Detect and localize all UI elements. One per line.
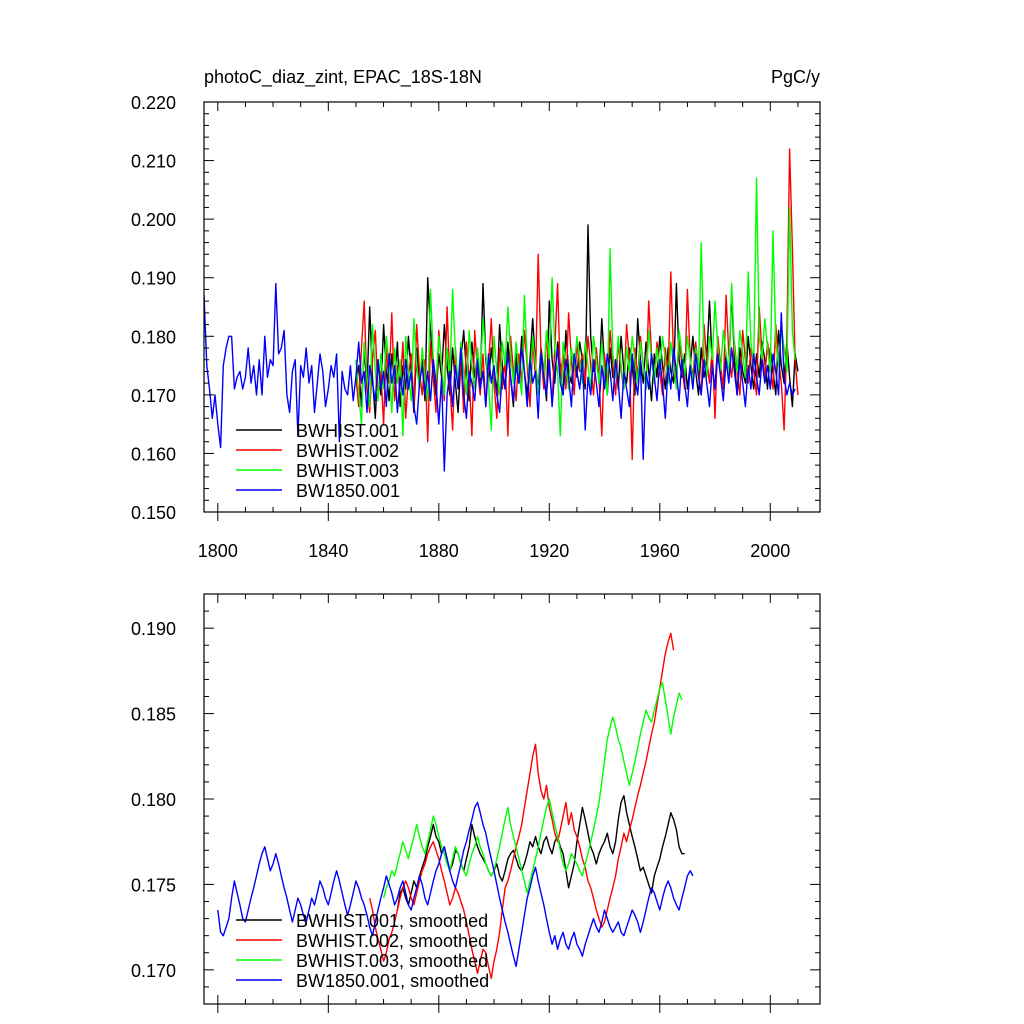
x-tick-label: 2000 bbox=[750, 541, 790, 561]
x-tick-label: 1920 bbox=[529, 541, 569, 561]
legend-label: BWHIST.002 bbox=[296, 441, 399, 461]
top-axis-ticks: 1800 1840 1880 1920 1960 2000 0.150 0.160 0.170 0… bbox=[131, 93, 820, 561]
series-line-bwhist-003 bbox=[382, 682, 683, 899]
y-tick-label: 0.175 bbox=[131, 875, 176, 895]
y-tick-label: 0.200 bbox=[131, 210, 176, 230]
series-line-bw1850-001 bbox=[217, 801, 694, 968]
bottom-series-group bbox=[217, 632, 694, 980]
legend-label: BWHIST.001 bbox=[296, 421, 399, 441]
bottom-panel: 0.170 0.175 0.180 0.185 0.190 BWHIST.001, sm… bbox=[131, 593, 821, 1013]
y-tick-label: 0.170 bbox=[131, 961, 176, 981]
top-plot-frame bbox=[203, 101, 821, 513]
legend-label: BWHIST.001, smoothed bbox=[296, 911, 488, 931]
x-tick-label: 1800 bbox=[198, 541, 238, 561]
x-tick-label: 1880 bbox=[419, 541, 459, 561]
top-series-group bbox=[204, 148, 799, 472]
legend-label: BWHIST.002, smoothed bbox=[296, 931, 488, 951]
y-tick-label: 0.160 bbox=[131, 444, 176, 464]
y-tick-label: 0.150 bbox=[131, 503, 176, 523]
y-tick-label: 0.180 bbox=[131, 327, 176, 347]
legend-label: BW1850.001, smoothed bbox=[296, 971, 489, 991]
x-tick-label: 1840 bbox=[308, 541, 348, 561]
y-tick-label: 0.220 bbox=[131, 93, 176, 113]
y-tick-label: 0.190 bbox=[131, 269, 176, 289]
legend-label: BWHIST.003, smoothed bbox=[296, 951, 488, 971]
bottom-axis-ticks: 0.170 0.175 0.180 0.185 0.190 bbox=[131, 593, 820, 1013]
x-tick-label: 1960 bbox=[640, 541, 680, 561]
y-tick-label: 0.190 bbox=[131, 619, 176, 639]
y-tick-label: 0.185 bbox=[131, 705, 176, 725]
series-line-bw1850-001 bbox=[204, 282, 796, 472]
y-tick-label: 0.170 bbox=[131, 386, 176, 406]
chart-title: photoC_diaz_zint, EPAC_18S-18N bbox=[204, 67, 482, 88]
y-tick-label: 0.180 bbox=[131, 790, 176, 810]
bottom-plot-frame bbox=[203, 593, 821, 1005]
units-label: PgC/y bbox=[771, 67, 820, 87]
legend-label: BWHIST.003 bbox=[296, 461, 399, 481]
series-line-bwhist-003 bbox=[355, 177, 796, 437]
y-tick-label: 0.210 bbox=[131, 152, 176, 172]
top-panel: photoC_diaz_zint, EPAC_18S-18N PgC/y 180… bbox=[131, 67, 821, 561]
legend-label: BW1850.001 bbox=[296, 481, 400, 501]
